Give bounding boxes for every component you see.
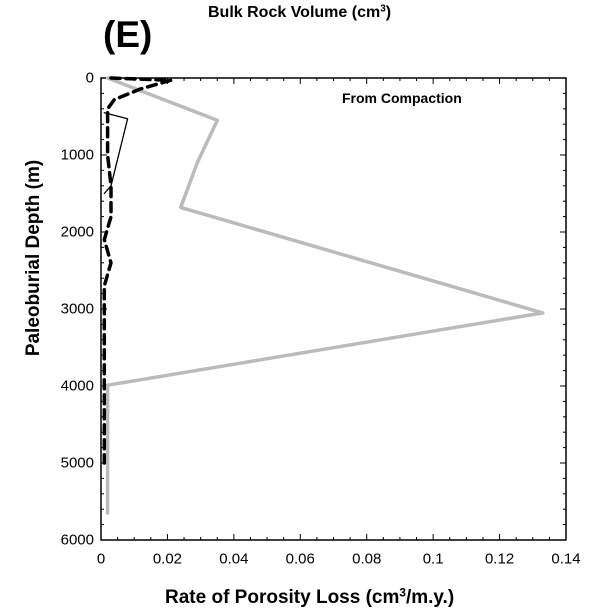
x-tick-label: 0.14 xyxy=(551,551,580,568)
series-line-2 xyxy=(102,76,173,465)
y-tick-label: 0 xyxy=(86,70,94,87)
y-tick-label: 4000 xyxy=(61,378,94,395)
y-tick-label: 6000 xyxy=(61,532,94,549)
x-tick-label: 0.02 xyxy=(153,551,182,568)
annotation-from-compaction: From Compaction xyxy=(342,90,462,106)
x-tick-label: 0.12 xyxy=(485,551,514,568)
y-tick-label: 1000 xyxy=(61,147,94,164)
y-tick-label: 3000 xyxy=(61,301,94,318)
y-tick-label: 2000 xyxy=(61,224,94,241)
series-layer xyxy=(102,76,545,515)
x-tick-label: 0.08 xyxy=(352,551,381,568)
panel-label: (E) xyxy=(103,14,153,55)
y-tick-label: 5000 xyxy=(61,455,94,472)
y-axis-title: Paleoburial Depth (m) xyxy=(23,159,44,357)
x-tick-label: 0 xyxy=(97,551,105,568)
series-line-1 xyxy=(105,76,545,515)
axis-ticks xyxy=(100,77,567,541)
series-line-3 xyxy=(103,112,129,195)
axis-tick-labels: 0 0.02 0.04 0.06 0.08 0.1 0.12 0.14 0 1000 2000 300… xyxy=(61,70,581,568)
x-axis-title: Rate of Porosity Loss (cm3/m.y.) xyxy=(165,586,455,608)
plot-frame xyxy=(100,77,567,541)
x-tick-label: 0.04 xyxy=(219,551,248,568)
x-tick-label: 0.06 xyxy=(286,551,315,568)
x-tick-label: 0.1 xyxy=(423,551,444,568)
top-axis-title: Bulk Rock Volume (cm3) xyxy=(208,3,392,21)
